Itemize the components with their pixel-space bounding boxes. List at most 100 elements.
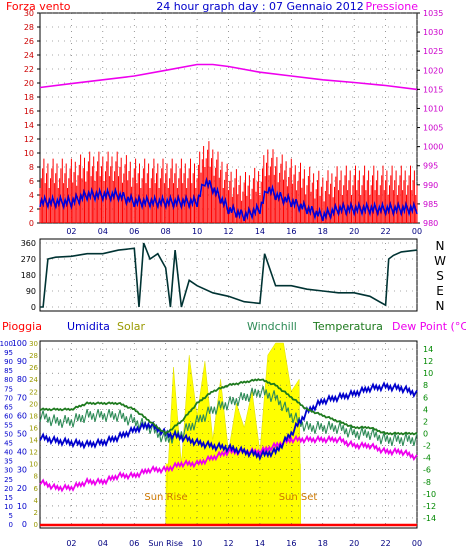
compass-label: N: [436, 299, 445, 313]
solar-tick-label: 0: [34, 521, 38, 529]
temperature-legend: Temperatura: [312, 320, 383, 333]
wind-tick-label: 12: [24, 135, 34, 144]
time-tick-label: 12: [223, 227, 233, 236]
compass-label: W: [434, 254, 446, 268]
solar-tick-label: 8: [34, 473, 38, 481]
rain-tick-label: 35: [4, 458, 13, 466]
time-tick-label: 14: [255, 227, 265, 236]
humidity-tick-label: 40: [17, 448, 27, 457]
rain-tick-label: 20: [4, 485, 13, 493]
time-tick-label: 20: [349, 539, 359, 548]
time-tick-label: 04: [98, 539, 108, 548]
rain-tick-label: 65: [4, 403, 13, 411]
humidity-tick-label: 50: [17, 430, 27, 439]
solar-tick-label: 26: [29, 364, 38, 372]
solar-tick-label: 28: [29, 352, 38, 360]
wind-tick-label: 30: [24, 9, 34, 18]
direction-tick-label: 360: [21, 239, 36, 248]
humidity-tick-label: 20: [17, 484, 27, 493]
temp-tick-label: 4: [423, 405, 428, 414]
temp-tick-label: -10: [423, 490, 436, 499]
temp-tick-label: 6: [423, 393, 428, 402]
temp-tick-label: 0: [423, 430, 428, 439]
pressure-tick-label: 980: [423, 219, 438, 228]
wind-tick-label: 10: [24, 149, 34, 158]
wind-tick-label: 2: [29, 205, 34, 214]
time-tick-label: 12: [223, 539, 233, 548]
solar-tick-label: 14: [29, 437, 38, 445]
time-tick-label: 10: [192, 227, 202, 236]
pressure-tick-label: 1025: [423, 47, 443, 56]
pressure-tick-label: 990: [423, 181, 438, 190]
humidity-legend: Umidita: [67, 320, 110, 333]
wind-tick-label: 14: [24, 121, 34, 130]
solar-tick-label: 2: [34, 509, 38, 517]
wind-tick-label: 18: [24, 93, 34, 102]
rain-tick-label: 10: [4, 503, 13, 511]
time-tick-label: 02: [66, 539, 76, 548]
wind-pressure-time-axis: 02 04 06 08 10 12 14 16 18 20 22 00: [66, 227, 422, 236]
time-tick-label: 18: [318, 227, 328, 236]
pressure-legend: Pressione: [366, 0, 419, 13]
time-tick-label: 00: [412, 539, 422, 548]
time-tick-label: 20: [349, 227, 359, 236]
pressure-tick-label: 1030: [423, 28, 443, 37]
rain-tick-label: 45: [4, 440, 13, 448]
time-tick-label: 00: [412, 227, 422, 236]
sun-rise-annotation: Sun Rise: [144, 492, 187, 503]
rain-tick-label: 70: [4, 394, 13, 402]
humidity-tick-label: 0: [22, 520, 27, 529]
compass-label: S: [436, 269, 444, 283]
rain-tick-label: 75: [4, 385, 13, 393]
humidity-tick-label: 30: [17, 466, 27, 475]
solar-tick-label: 22: [29, 388, 38, 396]
time-tick-label: 08: [161, 227, 171, 236]
solar-tick-label: 20: [29, 400, 38, 408]
pressure-tick-label: 985: [423, 200, 438, 209]
time-tick-label: 16: [286, 227, 296, 236]
time-tick-label: 10: [192, 539, 202, 548]
rain-tick-label: 0: [9, 521, 13, 529]
wind-tick-label: 28: [24, 23, 34, 32]
rain-tick-label: 60: [4, 412, 13, 420]
solar-legend: Solar: [117, 320, 146, 333]
wind-average-series: [39, 176, 418, 222]
direction-tick-label: 180: [21, 271, 36, 280]
time-tick-label: 06: [129, 227, 139, 236]
solar-tick-label: 18: [29, 412, 38, 420]
rain-legend: Pioggia: [2, 320, 42, 333]
temp-tick-label: -8: [423, 478, 431, 487]
pressure-tick-label: 1020: [423, 66, 443, 75]
rain-tick-label: 90: [4, 358, 13, 366]
pressure-tick-label: 1000: [423, 143, 443, 152]
windchill-series: [39, 385, 418, 447]
solar-tick-label: 10: [29, 461, 38, 469]
rain-tick-label: 85: [4, 367, 13, 375]
wind-tick-label: 8: [29, 163, 34, 172]
rain-tick-label: 30: [4, 467, 13, 475]
pressure-axis-right: 1035 1030 1025 1020 1015 1010 1005 1000 995 990 98…: [417, 9, 443, 228]
time-tick-label: 06: [129, 539, 139, 548]
pressure-tick-label: 1010: [423, 104, 443, 113]
wind-tick-label: 16: [24, 107, 34, 116]
temp-tick-label: 2: [423, 417, 428, 426]
rain-tick-label: 25: [4, 476, 13, 484]
dewpoint-legend: Dew Point (°C): [392, 320, 466, 333]
rain-tick-label: 40: [4, 449, 13, 457]
windchill-legend: Windchill: [247, 320, 297, 333]
rain-tick-label: 100: [0, 340, 13, 348]
rain-tick-label: 95: [4, 349, 13, 357]
wind-direction-series: [40, 242, 418, 308]
temp-humidity-panel: 14121086420-2-4-6-8-10-12-14100959085807…: [0, 339, 436, 548]
humidity-tick-label: 70: [17, 393, 27, 402]
temp-tick-label: -2: [423, 442, 431, 451]
dewpoint-series: [39, 434, 418, 493]
temp-tick-label: 8: [423, 381, 428, 390]
wind-speed-legend: Forza vento: [6, 0, 74, 13]
wind-tick-label: 6: [29, 177, 34, 186]
